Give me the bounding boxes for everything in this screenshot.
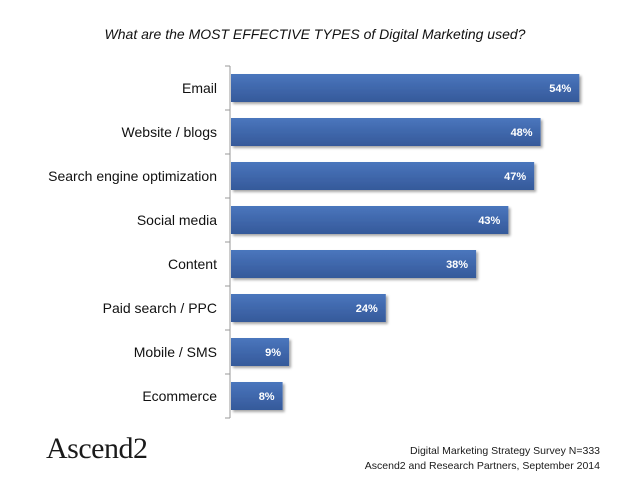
value-label-search-engine-optimization: 47%	[504, 171, 526, 183]
source-line-2: Ascend2 and Research Partners, September…	[364, 460, 600, 472]
value-labels: 54% 48% 47% 43% 38% 24% 9% 8%	[259, 83, 572, 403]
bar-paid-search-ppc	[231, 294, 386, 322]
value-label-content: 38%	[446, 259, 468, 271]
category-label-mobile-sms: Mobile / SMS	[134, 344, 217, 360]
value-label-social-media: 43%	[478, 215, 500, 227]
category-label-search-engine-optimization: Search engine optimization	[48, 168, 217, 184]
category-label-email: Email	[182, 80, 217, 96]
ascend2-logo: Ascend2	[46, 432, 148, 465]
bar-search-engine-optimization	[231, 162, 535, 190]
category-label-website-blogs: Website / blogs	[122, 124, 217, 140]
value-label-email: 54%	[549, 83, 571, 95]
category-label-social-media: Social media	[137, 212, 217, 228]
chart-title: What are the MOST EFFECTIVE TYPES of Dig…	[104, 26, 526, 42]
logo-text: Ascend2	[46, 432, 148, 465]
bar-ecommerce	[231, 382, 283, 410]
bars-group	[231, 74, 580, 410]
category-labels: Email Website / blogs Search engine optimi…	[48, 80, 217, 404]
source-line-1: Digital Marketing Strategy Survey N=333	[410, 445, 600, 457]
value-label-ecommerce: 8%	[259, 391, 275, 403]
bar-website-blogs	[231, 118, 541, 146]
category-label-paid-search-ppc: Paid search / PPC	[103, 300, 217, 316]
bar-social-media	[231, 206, 509, 234]
category-label-content: Content	[168, 256, 217, 272]
value-label-paid-search-ppc: 24%	[356, 303, 378, 315]
bar-mobile-sms	[231, 338, 290, 366]
y-axis-ticks	[225, 65, 230, 419]
bar-email	[231, 74, 580, 102]
category-label-ecommerce: Ecommerce	[142, 388, 217, 404]
value-label-website-blogs: 48%	[511, 127, 533, 139]
value-label-mobile-sms: 9%	[265, 347, 281, 359]
source-note: Digital Marketing Strategy Survey N=333 …	[365, 444, 600, 474]
bar-content	[231, 250, 477, 278]
